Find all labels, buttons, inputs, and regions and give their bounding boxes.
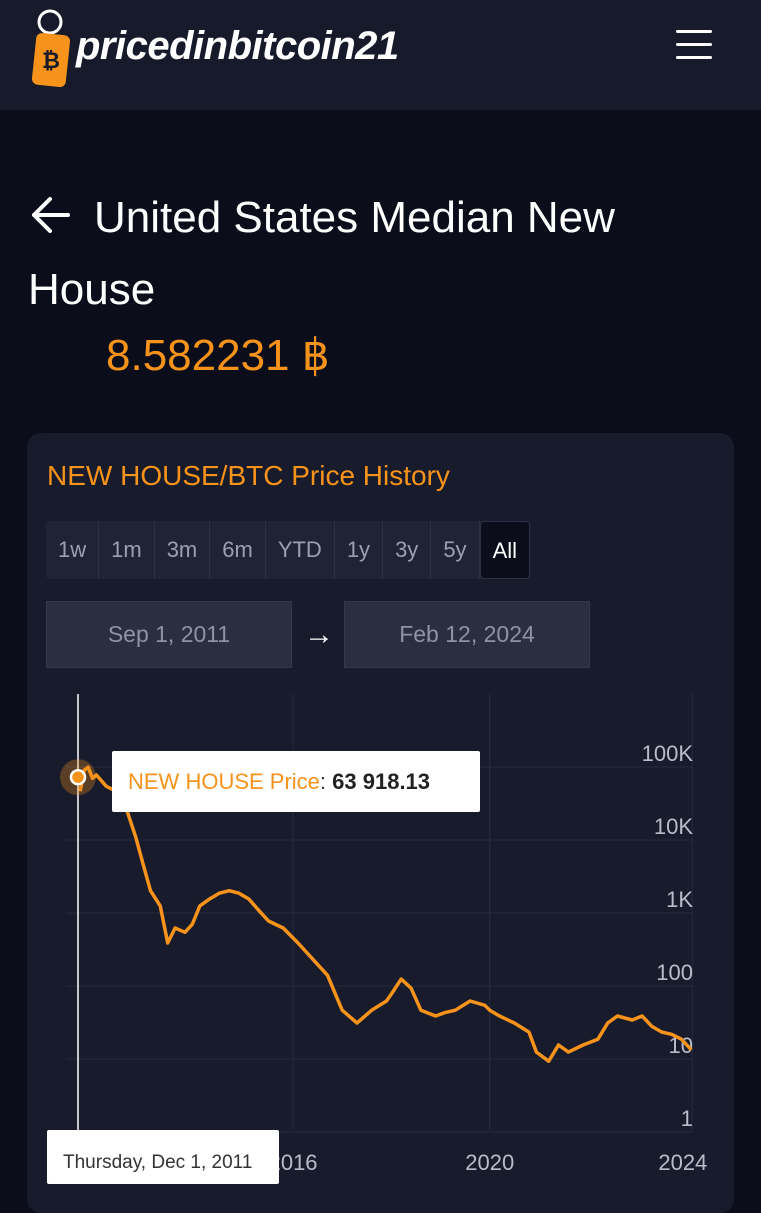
range-button-6m[interactable]: 6m [210,521,266,579]
range-button-all[interactable]: All [479,521,531,579]
hover-point [69,768,87,786]
y-tick-label: 100K [642,741,694,766]
date-to-input[interactable]: Feb 12, 2024 [344,601,590,668]
range-button-5y[interactable]: 5y [431,521,480,579]
y-tick-label: 100 [656,960,693,985]
y-tick-label: 1 [681,1106,693,1131]
tooltip-value: 63 918.13 [332,769,430,794]
hamburger-menu-icon[interactable] [674,28,714,62]
tooltip-label: NEW HOUSE Price [128,769,320,794]
x-tick-label: 2024 [658,1150,707,1175]
range-button-1w[interactable]: 1w [46,521,100,579]
price-tooltip: NEW HOUSE Price: 63 918.13 [112,751,480,812]
range-button-3m[interactable]: 3m [155,521,211,579]
tooltip-date: Thursday, Dec 1, 2011 [63,1152,252,1173]
bitcoin-tag-icon[interactable]: ₿ [26,8,76,88]
x-tick-label: 2020 [465,1150,514,1175]
y-tick-label: 10K [654,814,693,839]
svg-text:₿: ₿ [42,48,60,73]
range-button-ytd[interactable]: YTD [266,521,335,579]
top-header: ₿ pricedinbitcoin21 [0,0,761,110]
price-series-line [78,765,693,1063]
range-button-1y[interactable]: 1y [335,521,384,579]
current-price: 8.582231 ฿ [106,331,330,380]
range-selector: 1w 1m 3m 6m YTD 1y 3y 5y All [46,521,531,579]
svg-text:NEW HOUSE Price: 63 918.13: NEW HOUSE Price: 63 918.13 [128,769,430,794]
date-tooltip: Thursday, Dec 1, 2011 [47,1130,279,1184]
chart-grid [66,694,693,1133]
tooltip-separator: : [320,769,332,794]
page-title: United States Median New House [28,193,615,314]
range-button-3y[interactable]: 3y [383,521,432,579]
y-tick-label: 1K [666,887,693,912]
chart-title: NEW HOUSE/BTC Price History [47,460,450,491]
brand-name[interactable]: pricedinbitcoin21 [76,24,399,68]
range-button-1m[interactable]: 1m [99,521,155,579]
back-arrow-icon[interactable] [28,192,74,238]
date-from-input[interactable]: Sep 1, 2011 [46,601,292,668]
x-axis-ticks: 2016 2020 2024 [269,1150,708,1175]
date-range-arrow: → [304,618,334,651]
